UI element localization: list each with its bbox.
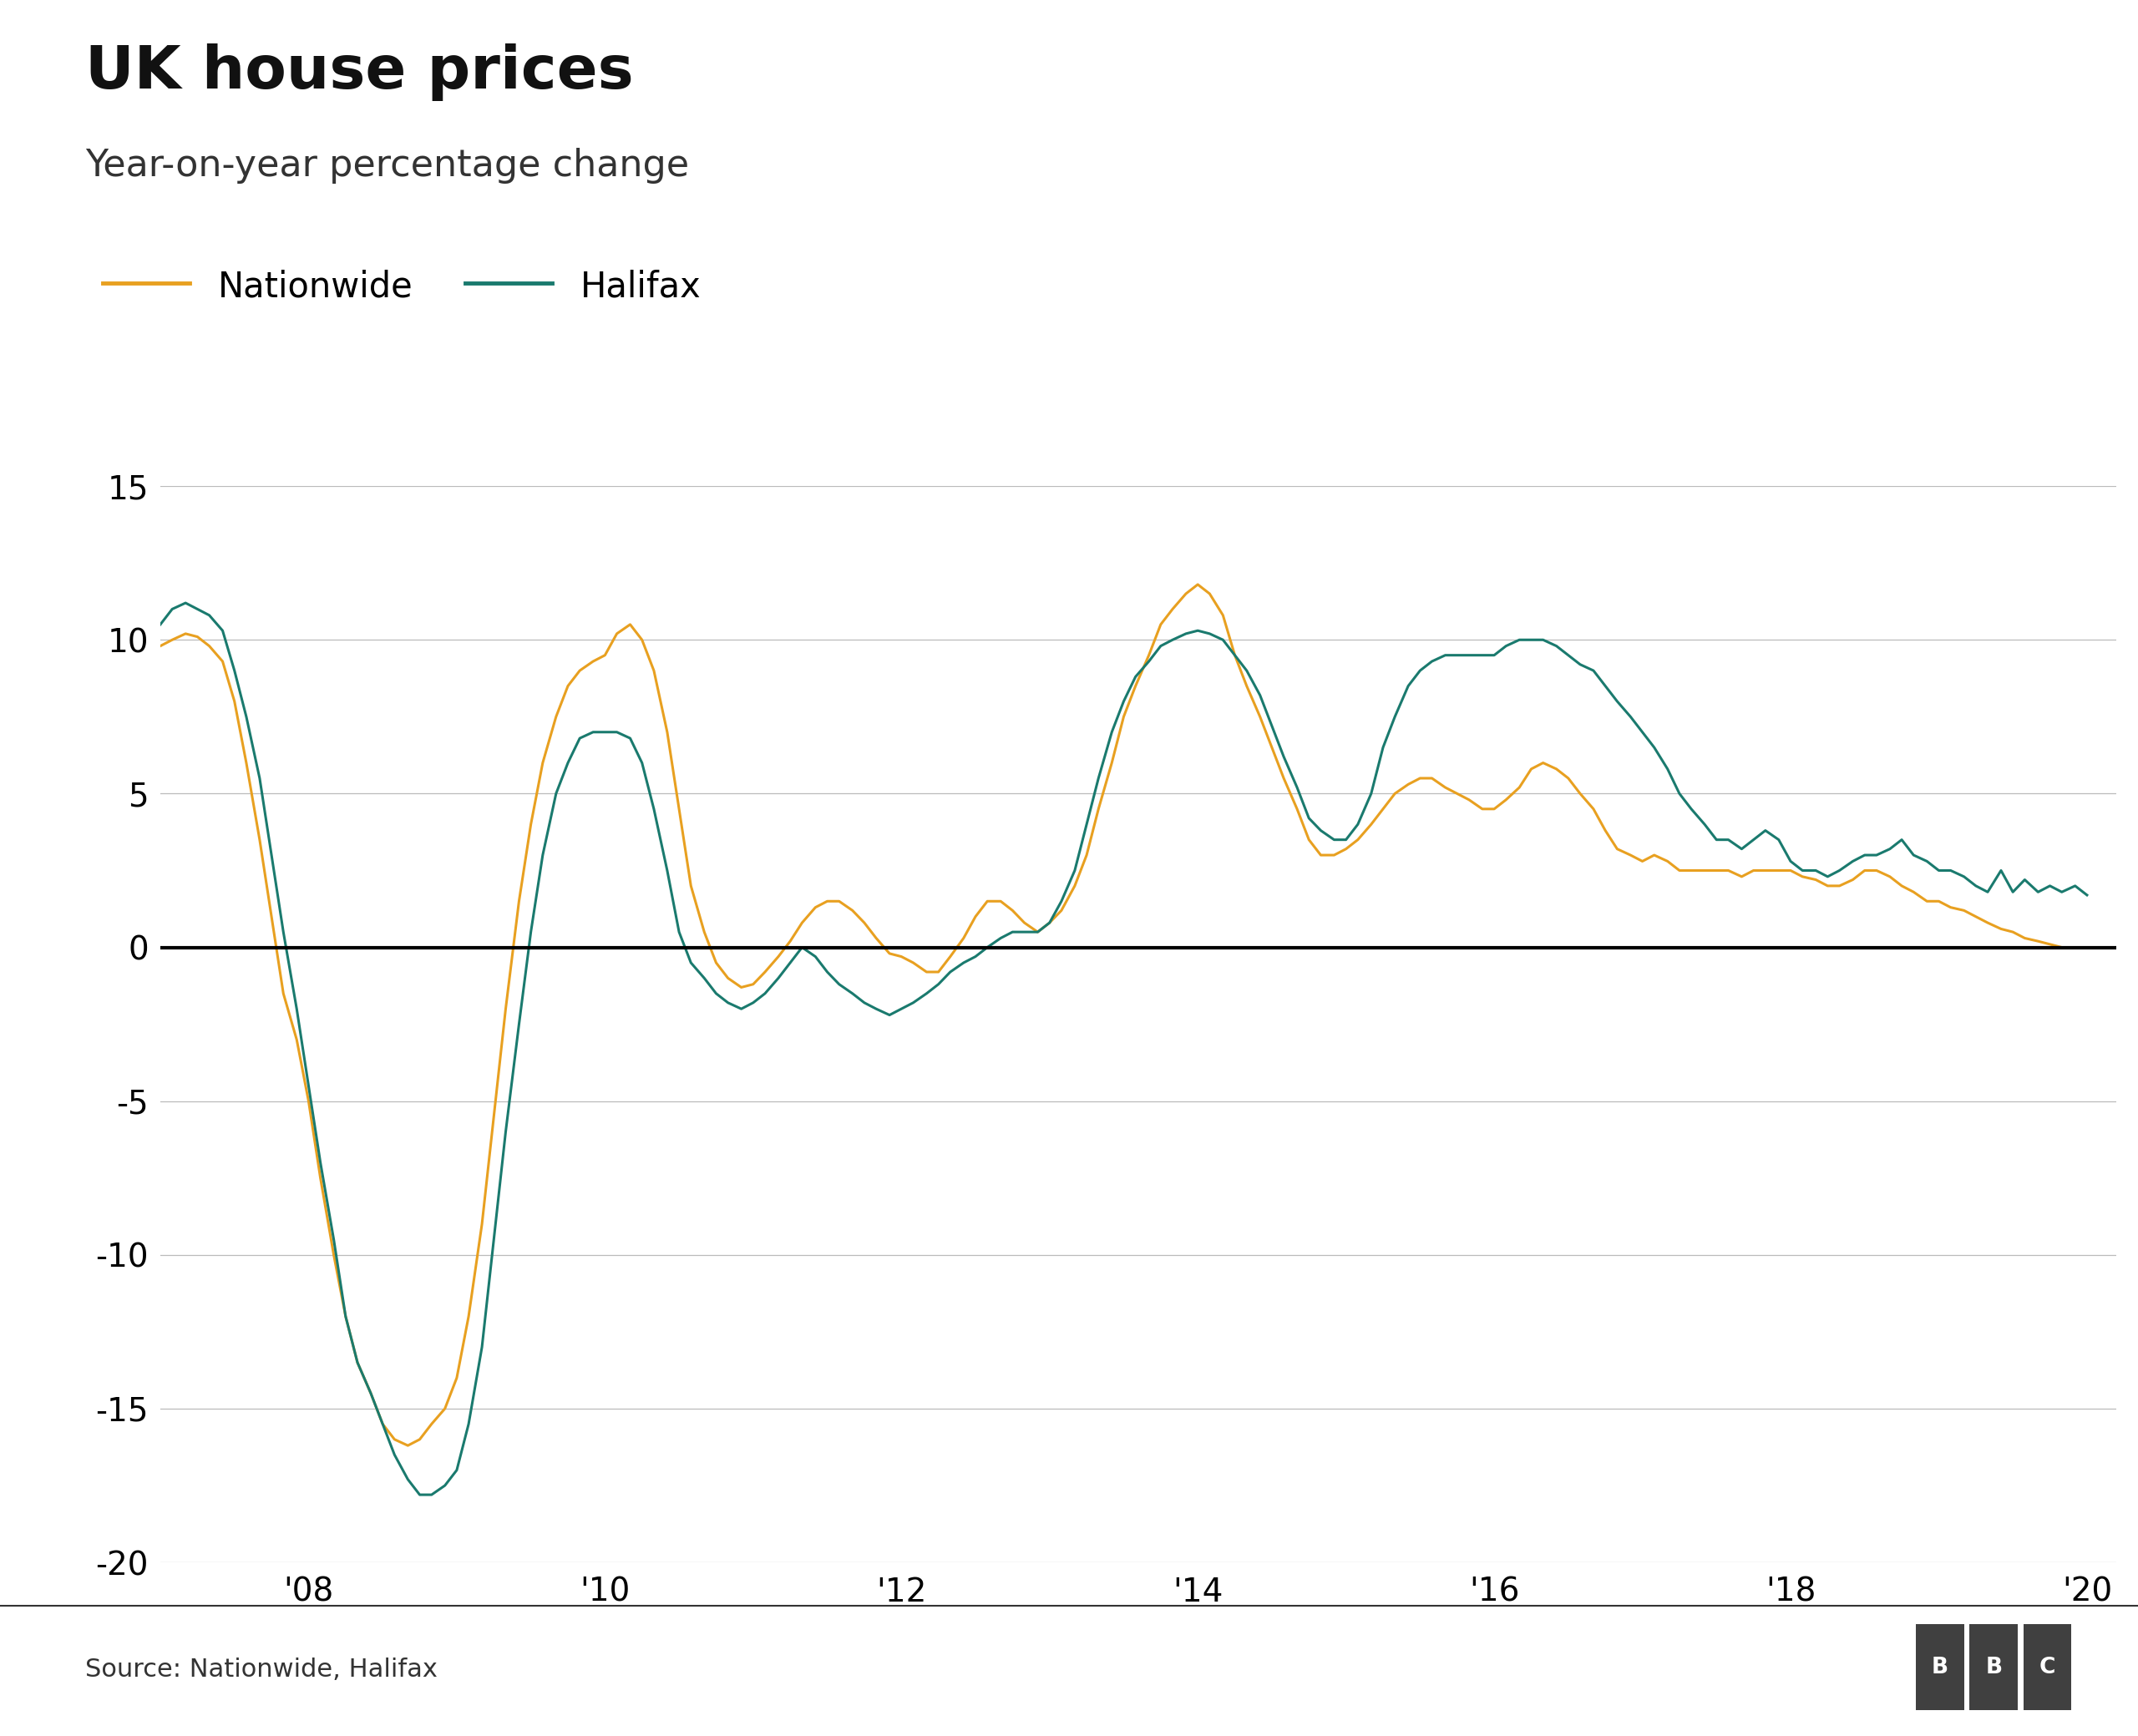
Bar [1916, 1625, 1965, 1710]
Text: B: B [1986, 1656, 2001, 1679]
Text: C: C [2040, 1656, 2055, 1679]
Bar [1969, 1625, 2018, 1710]
Text: Source: Nationwide, Halifax: Source: Nationwide, Halifax [86, 1658, 438, 1682]
Text: Year-on-year percentage change: Year-on-year percentage change [86, 148, 688, 184]
Bar [2023, 1625, 2072, 1710]
Text: B: B [1931, 1656, 1948, 1679]
Legend: Nationwide, Halifax: Nationwide, Halifax [103, 269, 701, 304]
Text: UK house prices: UK house prices [86, 43, 633, 101]
